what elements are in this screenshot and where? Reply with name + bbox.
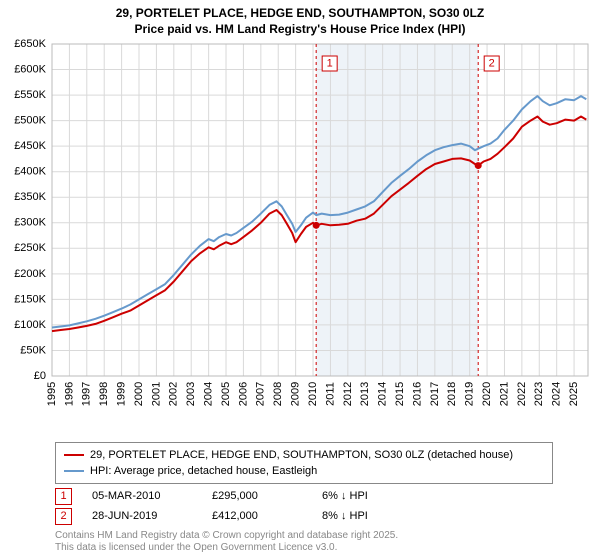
sale-marker-2: 2 — [55, 508, 72, 525]
svg-text:2013: 2013 — [359, 382, 371, 406]
chart-container: 29, PORTELET PLACE, HEDGE END, SOUTHAMPT… — [0, 0, 600, 560]
sale-pct-2: 8% ↓ HPI — [322, 510, 432, 522]
svg-text:2018: 2018 — [446, 382, 458, 406]
svg-text:1997: 1997 — [81, 382, 93, 406]
svg-text:2015: 2015 — [394, 382, 406, 406]
svg-text:£550K: £550K — [14, 89, 46, 101]
svg-text:£350K: £350K — [14, 191, 46, 203]
svg-text:2025: 2025 — [568, 382, 580, 406]
sale-price-1: £295,000 — [212, 490, 322, 502]
svg-text:2004: 2004 — [203, 382, 215, 406]
sales-table: 1 05-MAR-2010 £295,000 6% ↓ HPI 2 28-JUN… — [55, 486, 432, 526]
svg-text:1996: 1996 — [63, 382, 75, 406]
svg-text:2002: 2002 — [168, 382, 180, 406]
svg-text:2019: 2019 — [464, 382, 476, 406]
svg-text:2008: 2008 — [272, 382, 284, 406]
svg-text:1998: 1998 — [98, 382, 110, 406]
svg-text:2007: 2007 — [255, 382, 267, 406]
svg-text:£600K: £600K — [14, 63, 46, 75]
svg-text:2009: 2009 — [290, 382, 302, 406]
svg-text:2: 2 — [489, 58, 495, 70]
svg-text:£50K: £50K — [20, 344, 46, 356]
svg-text:2017: 2017 — [429, 382, 441, 406]
svg-text:2021: 2021 — [498, 382, 510, 406]
title-line1: 29, PORTELET PLACE, HEDGE END, SOUTHAMPT… — [0, 6, 600, 22]
svg-text:2003: 2003 — [185, 382, 197, 406]
svg-text:£500K: £500K — [14, 115, 46, 127]
sale-price-2: £412,000 — [212, 510, 322, 522]
footer-line1: Contains HM Land Registry data © Crown c… — [55, 530, 398, 542]
svg-text:1999: 1999 — [116, 382, 128, 406]
legend: 29, PORTELET PLACE, HEDGE END, SOUTHAMPT… — [55, 442, 553, 484]
svg-text:2005: 2005 — [220, 382, 232, 406]
svg-text:£400K: £400K — [14, 166, 46, 178]
svg-text:2000: 2000 — [133, 382, 145, 406]
svg-text:£450K: £450K — [14, 140, 46, 152]
svg-text:2016: 2016 — [411, 382, 423, 406]
svg-text:2022: 2022 — [516, 382, 528, 406]
legend-label-2: HPI: Average price, detached house, East… — [90, 465, 317, 477]
svg-text:£200K: £200K — [14, 268, 46, 280]
svg-text:2023: 2023 — [533, 382, 545, 406]
sales-row: 2 28-JUN-2019 £412,000 8% ↓ HPI — [55, 506, 432, 526]
svg-text:2024: 2024 — [551, 382, 563, 406]
chart-svg: £0£50K£100K£150K£200K£250K£300K£350K£400… — [50, 42, 590, 412]
sales-row: 1 05-MAR-2010 £295,000 6% ↓ HPI — [55, 486, 432, 506]
svg-text:£0: £0 — [34, 370, 46, 382]
footer: Contains HM Land Registry data © Crown c… — [55, 530, 398, 554]
chart-area: £0£50K£100K£150K£200K£250K£300K£350K£400… — [50, 42, 590, 412]
footer-line2: This data is licensed under the Open Gov… — [55, 542, 398, 554]
svg-text:2006: 2006 — [237, 382, 249, 406]
legend-swatch-1 — [64, 454, 84, 456]
svg-text:£650K: £650K — [14, 38, 46, 50]
sale-date-2: 28-JUN-2019 — [92, 510, 212, 522]
svg-text:2001: 2001 — [150, 382, 162, 406]
svg-text:£300K: £300K — [14, 217, 46, 229]
legend-swatch-2 — [64, 470, 84, 472]
svg-text:2020: 2020 — [481, 382, 493, 406]
legend-row: 29, PORTELET PLACE, HEDGE END, SOUTHAMPT… — [64, 447, 544, 463]
sale-date-1: 05-MAR-2010 — [92, 490, 212, 502]
title-block: 29, PORTELET PLACE, HEDGE END, SOUTHAMPT… — [0, 0, 600, 37]
title-line2: Price paid vs. HM Land Registry's House … — [0, 22, 600, 38]
svg-text:2014: 2014 — [377, 382, 389, 406]
svg-text:2010: 2010 — [307, 382, 319, 406]
legend-label-1: 29, PORTELET PLACE, HEDGE END, SOUTHAMPT… — [90, 449, 513, 461]
legend-row: HPI: Average price, detached house, East… — [64, 463, 544, 479]
svg-text:£150K: £150K — [14, 293, 46, 305]
svg-text:1: 1 — [327, 58, 333, 70]
sale-pct-1: 6% ↓ HPI — [322, 490, 432, 502]
sale-marker-1: 1 — [55, 488, 72, 505]
svg-text:£250K: £250K — [14, 242, 46, 254]
svg-text:£100K: £100K — [14, 319, 46, 331]
svg-text:1995: 1995 — [46, 382, 58, 406]
svg-text:2012: 2012 — [342, 382, 354, 406]
svg-text:2011: 2011 — [324, 382, 336, 406]
